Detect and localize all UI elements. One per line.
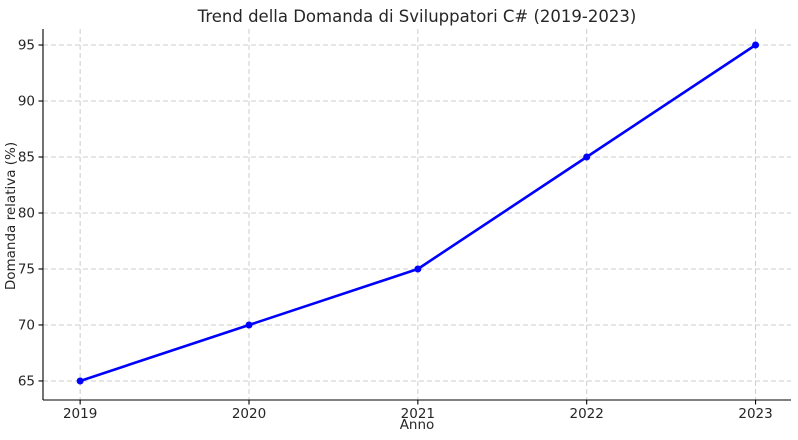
y-axis-label: Domanda relativa (%) <box>3 142 19 290</box>
grid-layer <box>43 29 791 400</box>
x-tick-label: 2023 <box>738 406 772 422</box>
data-point <box>414 265 422 273</box>
y-tick-label: 65 <box>18 373 35 389</box>
y-tick-label: 75 <box>18 261 35 277</box>
y-tick-label: 85 <box>18 149 35 165</box>
data-point <box>752 41 760 49</box>
axes-layer <box>38 29 791 405</box>
x-axis-label: Anno <box>400 417 435 433</box>
chart-title: Trend della Domanda di Sviluppatori C# (… <box>197 7 637 26</box>
y-tick-label: 80 <box>18 205 35 221</box>
x-tick-label: 2022 <box>570 406 604 422</box>
y-tick-label: 70 <box>18 317 35 333</box>
data-point <box>76 377 84 385</box>
x-tick-label: 2020 <box>232 406 266 422</box>
y-tick-label: 95 <box>18 38 35 54</box>
x-tick-label: 2021 <box>401 406 435 422</box>
x-tick-label: 2019 <box>63 406 97 422</box>
data-point <box>245 321 253 329</box>
y-tick-label: 90 <box>18 94 35 110</box>
data-point <box>583 153 591 161</box>
tick-label-layer: 65 70 75 80 85 90 95 2019 2020 2021 2022 2023 <box>18 38 773 422</box>
data-series-layer <box>76 41 760 385</box>
